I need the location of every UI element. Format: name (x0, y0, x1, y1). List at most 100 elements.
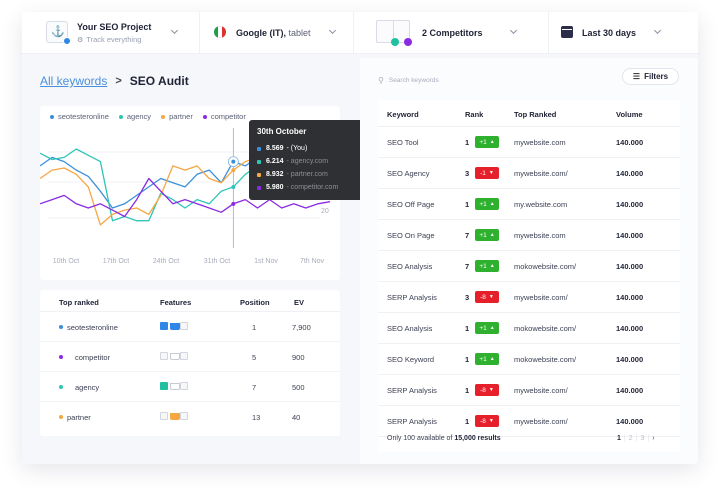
table-row[interactable]: SERP Analysis 3 -8 ▼ mywebsite.com/ 140.0… (378, 282, 680, 313)
gear-icon: ⚙ (77, 36, 84, 44)
table-row[interactable]: SEO Agency 3 -1 ▼ mywebsite.com/ 140.000 (378, 158, 680, 189)
series-color-dot (59, 325, 63, 329)
table-row[interactable]: SEO Tool 1 +1 ▲ mywebsite.com 140.000 (378, 127, 680, 158)
legend-item-competitor[interactable]: competitor (202, 112, 246, 121)
column-header[interactable]: Top ranked (59, 298, 99, 307)
top-ranked-url[interactable]: mywebsite.com/ (514, 386, 568, 395)
series-color-dot (59, 415, 63, 419)
keyword-cell[interactable]: SEO Off Page (387, 200, 435, 209)
tooltip-row: 8.932- partner.com (257, 168, 358, 181)
competitors-label: 2 Competitors (422, 27, 483, 38)
table-row[interactable]: SEO Keyword 1 +1 ▲ mokowebsite.com/ 140.0… (378, 344, 680, 375)
arrow-up-icon: ▲ (489, 139, 495, 145)
column-header[interactable]: Features (160, 298, 192, 307)
ranking-chart-card: seotesteronline agency partner competito… (40, 106, 366, 280)
table-row[interactable]: seotesteronline 1 7,900 (40, 312, 340, 342)
project-logo-icon: ⚓ (46, 20, 71, 45)
keyword-cell[interactable]: SEO Analysis (387, 262, 433, 271)
ev-value: 7,900 (292, 323, 311, 332)
date-range-selector[interactable]: Last 30 days (549, 12, 698, 54)
table-row[interactable]: SERP Analysis 1 -8 ▼ mywebsite.com/ 140.0… (378, 406, 680, 437)
competitor-name: competitor (75, 353, 111, 362)
table-row[interactable]: SERP Analysis 1 -8 ▼ mywebsite.com/ 140.0… (378, 375, 680, 406)
line-chart[interactable] (40, 122, 340, 258)
search-keywords-input[interactable]: ⚲ Search keywords (378, 72, 488, 88)
search-engine-selector[interactable]: Google (IT), tablet (200, 12, 354, 54)
volume-cell: 140.000 (616, 417, 644, 426)
table-row[interactable]: competitor 5 900 (40, 342, 340, 372)
top-ranked-url[interactable]: mokowebsite.com/ (514, 262, 577, 271)
info-feature-icon (160, 322, 168, 330)
volume-cell: 140.000 (616, 169, 644, 178)
keyword-cell[interactable]: SERP Analysis (387, 417, 437, 426)
arrow-up-icon: ▲ (489, 232, 495, 238)
tooltip-label: - agency.com (286, 158, 329, 165)
column-header[interactable]: EV (294, 298, 305, 307)
rank-change-value: +1 (479, 138, 487, 146)
competitors-icon (376, 19, 412, 46)
x-tick: 24th Oct (152, 258, 180, 265)
rank-change-badge: +1 ▲ (475, 198, 499, 210)
keyword-cell[interactable]: SEO Agency (387, 169, 430, 178)
engine-name: Google (IT), (236, 27, 286, 38)
top-ranked-url[interactable]: mokowebsite.com/ (514, 355, 577, 364)
volume-cell: 140.000 (616, 200, 644, 209)
chart-tooltip: 30th October 8.569- (You) 6.214- agency.… (249, 120, 366, 200)
volume-cell: 140.000 (616, 262, 644, 271)
top-ranked-url[interactable]: mywebsite.com (514, 231, 566, 240)
top-ranked-url[interactable]: mywebsite.com (514, 138, 566, 147)
filters-button[interactable]: ☰ Filters (622, 68, 679, 85)
table-row[interactable]: SEO Off Page 1 +1 ▲ my.website.com 140.00… (378, 189, 680, 220)
next-page-button[interactable]: › (652, 435, 655, 442)
keyword-cell[interactable]: SEO On Page (387, 231, 435, 240)
column-header[interactable]: Top Ranked (514, 110, 557, 119)
volume-cell: 140.000 (616, 231, 644, 240)
breadcrumb-all-keywords-link[interactable]: All keywords (40, 74, 108, 88)
arrow-up-icon: ▲ (489, 356, 495, 362)
arrow-up-icon: ▲ (489, 325, 495, 331)
shopping-cart-icon (170, 322, 180, 330)
rank-cell: 3 (465, 293, 470, 302)
rank-cell: 7 (465, 262, 470, 271)
results-total: 15,000 results (454, 435, 501, 442)
table-row[interactable]: SEO On Page 7 +1 ▲ mywebsite.com 140.000 (378, 220, 680, 251)
ev-value: 900 (292, 353, 305, 362)
keyword-cell[interactable]: SERP Analysis (387, 386, 437, 395)
table-row[interactable]: agency 7 500 (40, 372, 340, 402)
top-ranked-url[interactable]: my.website.com (514, 200, 568, 209)
legend-item-agency[interactable]: agency (118, 112, 151, 121)
rank-change-value: +1 (479, 231, 487, 239)
keyword-cell[interactable]: SEO Analysis (387, 324, 433, 333)
top-ranked-url[interactable]: mywebsite.com/ (514, 417, 568, 426)
tooltip-row: 6.214- agency.com (257, 155, 358, 168)
keyword-cell[interactable]: SEO Keyword (387, 355, 435, 364)
rank-change-value: +1 (479, 324, 487, 332)
engine-device: tablet (286, 27, 311, 38)
keyword-cell[interactable]: SEO Tool (387, 138, 419, 147)
column-header[interactable]: Position (240, 298, 270, 307)
top-ranked-url[interactable]: mywebsite.com/ (514, 293, 568, 302)
page-3-button[interactable]: 3 (640, 435, 645, 442)
page-1-button[interactable]: 1 (617, 435, 621, 442)
tooltip-value: 6.214 (266, 158, 284, 165)
keyword-cell[interactable]: SERP Analysis (387, 293, 437, 302)
rank-cell: 1 (465, 355, 470, 364)
filters-label: Filters (644, 72, 669, 81)
column-header[interactable]: Rank (465, 110, 484, 119)
table-row[interactable]: partner 13 40 (40, 402, 340, 432)
competitors-selector[interactable]: 2 Competitors (354, 12, 549, 54)
table-row[interactable]: SEO Analysis 1 +1 ▲ mokowebsite.com/ 140.… (378, 313, 680, 344)
column-header[interactable]: Keyword (387, 110, 419, 119)
rank-change-badge: +1 ▲ (475, 260, 499, 272)
column-header[interactable]: Volume (616, 110, 643, 119)
legend-item-partner[interactable]: partner (161, 112, 193, 121)
top-ranked-url[interactable]: mokowebsite.com/ (514, 324, 577, 333)
rank-cell: 1 (465, 324, 470, 333)
rank-change-value: +1 (479, 262, 487, 270)
serp-features (160, 412, 188, 420)
page-2-button[interactable]: 2 (628, 435, 633, 442)
project-selector[interactable]: ⚓ Your SEO Project ⚙ Track everything (22, 12, 200, 54)
table-row[interactable]: SEO Analysis 7 +1 ▲ mokowebsite.com/ 140.… (378, 251, 680, 282)
top-ranked-url[interactable]: mywebsite.com/ (514, 169, 568, 178)
legend-item-seotesteronline[interactable]: seotesteronline (50, 112, 109, 121)
